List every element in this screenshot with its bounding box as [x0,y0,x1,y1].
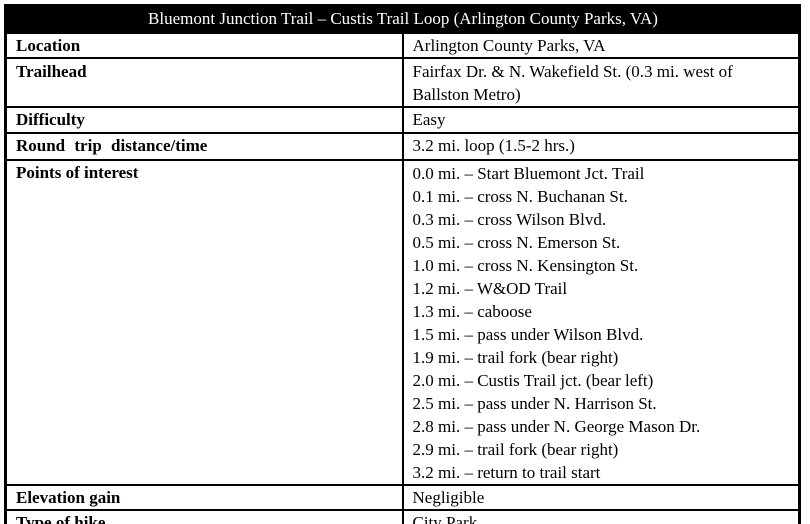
poi-line: 0.0 mi. – Start Bluemont Jct. Trail [412,164,645,183]
poi-line: 1.0 mi. – cross N. Kensington St. [412,256,639,275]
row-label-location: Location [4,32,404,59]
poi-line: 1.2 mi. – W&OD Trail [412,279,568,298]
row-value-difficulty: Easy [401,106,801,134]
row-value-type-of-hike: City Park [401,509,801,524]
row-location: Location Arlington County Parks, VA [4,32,801,59]
row-points-of-interest: Points of interest 0.0 mi. – Start Bluem… [4,159,801,486]
poi-line: 2.8 mi. – pass under N. George Mason Dr. [412,417,701,436]
poi-line: 0.3 mi. – cross Wilson Blvd. [412,210,607,229]
poi-line: 1.5 mi. – pass under Wilson Blvd. [412,325,644,344]
title-row: Bluemont Junction Trail – Custis Trail L… [4,4,801,34]
poi-line: 2.9 mi. – trail fork (bear right) [412,440,619,459]
row-label-difficulty: Difficulty [4,106,404,134]
trail-info-table: Bluemont Junction Trail – Custis Trail L… [4,4,801,524]
row-value-elevation-gain: Negligible [401,484,801,511]
row-trailhead: Trailhead Fairfax Dr. & N. Wakefield St.… [4,57,801,108]
row-label-elevation-gain: Elevation gain [4,484,404,511]
poi-line: 0.5 mi. – cross N. Emerson St. [412,233,621,252]
poi-line: 2.0 mi. – Custis Trail jct. (bear left) [412,371,654,390]
poi-line: 3.2 mi. – return to trail start [412,463,601,482]
row-value-location: Arlington County Parks, VA [401,32,801,59]
poi-line: 2.5 mi. – pass under N. Harrison St. [412,394,657,413]
row-type-of-hike: Type of hike City Park [4,509,801,524]
row-difficulty: Difficulty Easy [4,106,801,134]
row-value-round-trip: 3.2 mi. loop (1.5-2 hrs.) [401,132,801,161]
points-of-interest-list: 0.0 mi. – Start Bluemont Jct. Trail 0.1 m… [401,159,801,486]
table-title: Bluemont Junction Trail – Custis Trail L… [4,4,801,34]
row-label-round-trip: Round trip distance/time [4,132,404,161]
row-label-trailhead: Trailhead [4,57,404,108]
row-round-trip-distance-time: Round trip distance/time 3.2 mi. loop (1… [4,132,801,161]
poi-line: 1.3 mi. – caboose [412,302,532,321]
row-elevation-gain: Elevation gain Negligible [4,484,801,511]
row-label-points-of-interest: Points of interest [4,159,404,486]
row-value-trailhead: Fairfax Dr. & N. Wakefield St. (0.3 mi. … [401,57,801,108]
poi-line: 0.1 mi. – cross N. Buchanan St. [412,187,628,206]
row-label-type-of-hike: Type of hike [4,509,404,524]
poi-line: 1.9 mi. – trail fork (bear right) [412,348,619,367]
